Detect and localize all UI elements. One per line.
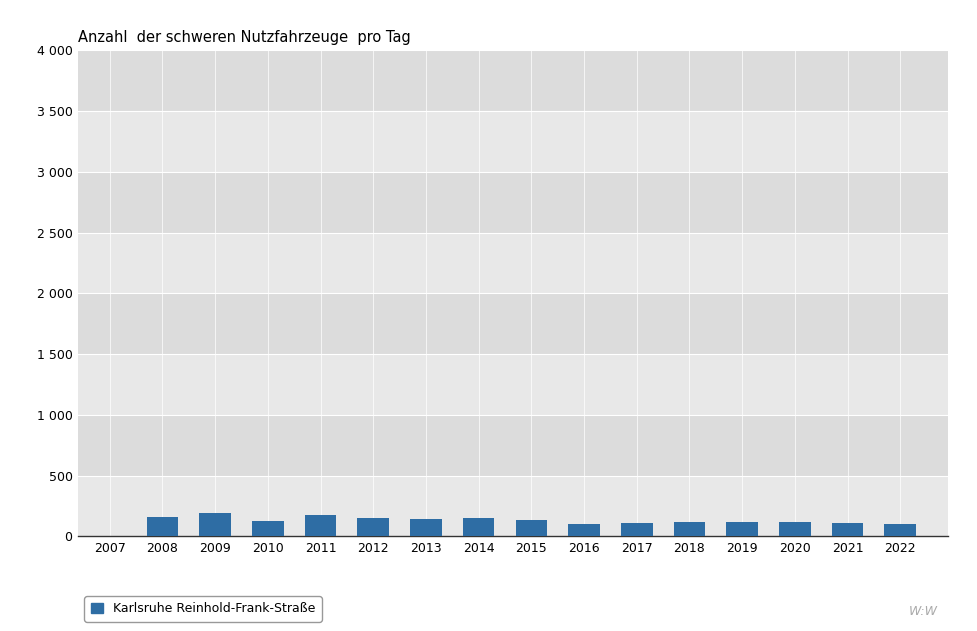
Legend: Karlsruhe Reinhold-Frank-Straße: Karlsruhe Reinhold-Frank-Straße [84, 596, 321, 622]
Bar [78, 111, 948, 172]
Bar [147, 517, 178, 536]
Text: W:W: W:W [909, 605, 938, 618]
Bar [78, 233, 948, 293]
Bar [199, 513, 231, 536]
Bar [569, 524, 600, 536]
Bar [726, 522, 758, 536]
Bar [463, 518, 494, 536]
Bar [779, 522, 811, 536]
Bar [621, 523, 653, 536]
Bar [516, 520, 547, 536]
Bar [884, 524, 916, 536]
Bar [305, 515, 336, 536]
Bar [358, 518, 389, 536]
Bar [78, 476, 948, 536]
Text: Anzahl  der schweren Nutzfahrzeuge  pro Tag: Anzahl der schweren Nutzfahrzeuge pro Ta… [78, 30, 411, 45]
Bar [831, 523, 864, 536]
Bar [78, 354, 948, 415]
Bar [252, 521, 283, 536]
Bar [410, 519, 442, 536]
Bar [674, 522, 705, 536]
